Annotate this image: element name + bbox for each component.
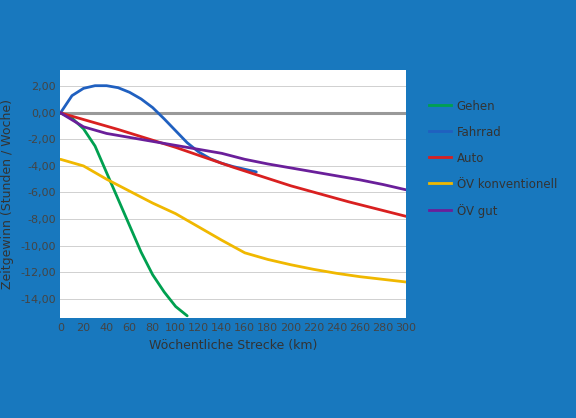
Auto (115, 127, 122, 132)
Gehen (184, 314, 191, 319)
ÖV gut (80, 124, 87, 129)
Fahrrad (195, 150, 202, 155)
Fahrrad (115, 85, 122, 90)
ÖV konventionell (57, 157, 64, 162)
ÖV gut (357, 177, 363, 182)
Line: Gehen: Gehen (60, 113, 187, 316)
ÖV konventionell (357, 274, 363, 279)
ÖV konventionell (403, 280, 410, 285)
Gehen (92, 143, 98, 148)
Fahrrad (230, 164, 237, 169)
Auto (57, 110, 64, 115)
ÖV konventionell (149, 201, 156, 206)
ÖV gut (334, 173, 340, 178)
Auto (230, 165, 237, 170)
ÖV konventionell (172, 211, 179, 216)
Auto (172, 145, 179, 150)
Fahrrad (218, 161, 225, 166)
Legend: Gehen, Fahrrad, Auto, ÖV konventionell, ÖV gut: Gehen, Fahrrad, Auto, ÖV konventionell, … (426, 96, 560, 221)
Gehen (69, 116, 75, 121)
ÖV gut (287, 166, 294, 171)
ÖV gut (172, 143, 179, 148)
ÖV gut (310, 169, 317, 174)
Line: Fahrrad: Fahrrad (60, 86, 256, 172)
ÖV konventionell (380, 277, 386, 282)
ÖV konventionell (218, 238, 225, 243)
ÖV konventionell (310, 267, 317, 272)
Fahrrad (149, 105, 156, 110)
Fahrrad (184, 140, 191, 145)
Fahrrad (172, 128, 179, 133)
ÖV konventionell (241, 250, 248, 255)
Y-axis label: Zeitgewinn (Stunden / Woche): Zeitgewinn (Stunden / Woche) (1, 99, 14, 289)
ÖV gut (57, 110, 64, 115)
ÖV gut (195, 147, 202, 152)
Fahrrad (161, 116, 168, 121)
Gehen (126, 223, 133, 228)
Fahrrad (138, 97, 145, 102)
ÖV konventionell (80, 163, 87, 168)
ÖV konventionell (103, 177, 110, 182)
Line: ÖV gut: ÖV gut (60, 113, 406, 190)
Fahrrad (207, 156, 214, 161)
Auto (345, 199, 352, 204)
Gehen (138, 250, 145, 255)
Line: Auto: Auto (60, 113, 406, 217)
ÖV gut (264, 161, 271, 166)
Auto (287, 184, 294, 189)
ÖV gut (403, 187, 410, 192)
Fahrrad (80, 86, 87, 91)
ÖV gut (126, 135, 133, 140)
ÖV konventionell (334, 271, 340, 276)
Fahrrad (241, 167, 248, 172)
ÖV konventionell (126, 189, 133, 194)
Gehen (115, 196, 122, 201)
ÖV gut (241, 157, 248, 162)
Fahrrad (103, 83, 110, 88)
ÖV gut (149, 139, 156, 144)
Gehen (103, 170, 110, 175)
ÖV konventionell (264, 257, 271, 262)
X-axis label: Wöchentliche Strecke (km): Wöchentliche Strecke (km) (149, 339, 317, 352)
Gehen (57, 110, 64, 115)
ÖV gut (218, 151, 225, 156)
Line: ÖV konventionell: ÖV konventionell (60, 159, 406, 282)
Fahrrad (57, 110, 64, 115)
Gehen (172, 304, 179, 309)
ÖV konventionell (195, 224, 202, 229)
Fahrrad (92, 83, 98, 88)
Fahrrad (69, 93, 75, 98)
ÖV gut (103, 131, 110, 136)
Gehen (161, 289, 168, 294)
Fahrrad (126, 90, 133, 95)
Gehen (149, 272, 156, 277)
Fahrrad (253, 169, 260, 174)
Auto (403, 214, 410, 219)
ÖV konventionell (287, 262, 294, 267)
ÖV gut (380, 182, 386, 187)
Gehen (80, 126, 87, 131)
